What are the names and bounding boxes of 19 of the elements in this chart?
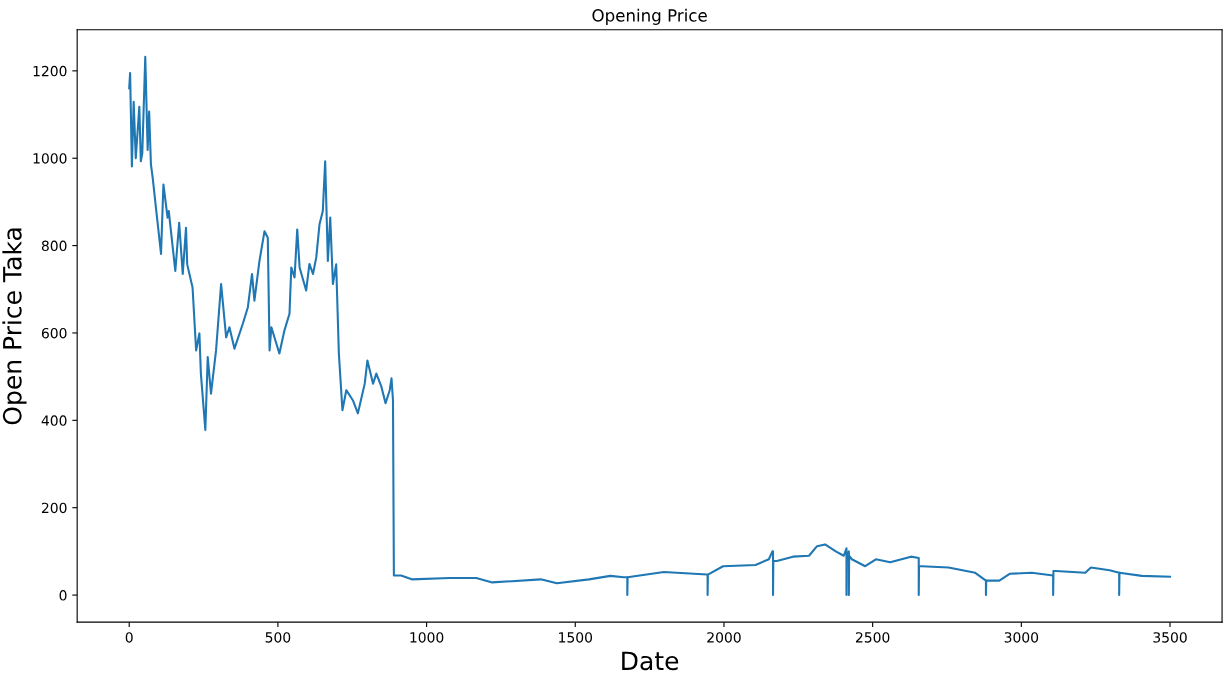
y-tick-label: 200 xyxy=(41,502,67,514)
x-tick-label: 1500 xyxy=(559,632,593,643)
x-tick-label: 500 xyxy=(265,632,291,643)
x-tick-label: 1000 xyxy=(410,632,444,643)
y-tick-label: 1000 xyxy=(33,153,67,164)
y-tick-label: 1200 xyxy=(33,65,67,77)
y-tick-label: 600 xyxy=(41,327,67,339)
line-series xyxy=(128,55,1172,597)
x-axis-title: Date xyxy=(622,651,679,671)
y-tick-label: 400 xyxy=(41,415,67,426)
x-tick-label: 0 xyxy=(125,632,133,643)
y-tick-label: 0 xyxy=(59,590,67,601)
x-tick-label: 2000 xyxy=(707,632,741,643)
x-tick-label: 2500 xyxy=(855,632,890,643)
x-tick-label: 3500 xyxy=(1153,632,1187,643)
y-tick-label: 800 xyxy=(41,240,67,252)
x-tick-label: 3000 xyxy=(1004,632,1039,643)
y-axis-title: Open Price Taka xyxy=(2,228,27,425)
chart-title: Opening Price xyxy=(592,8,707,25)
